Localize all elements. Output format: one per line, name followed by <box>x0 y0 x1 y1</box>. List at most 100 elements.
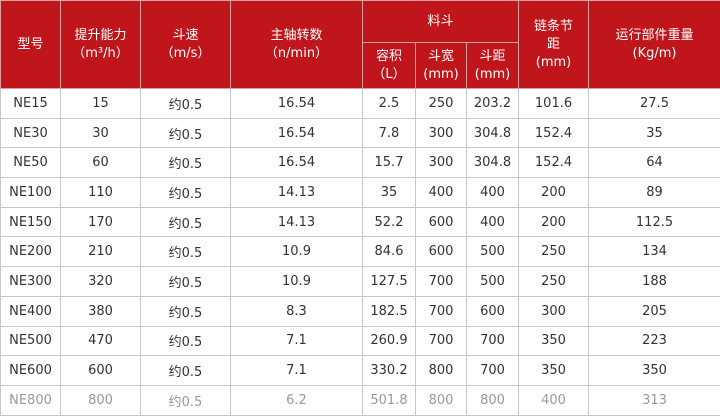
header-label: 容积 <box>363 48 415 66</box>
table-cell: NE400 <box>1 296 61 326</box>
header-label: 运行部件重量 <box>589 27 720 45</box>
table-cell: 约0.5 <box>141 385 231 415</box>
header-bucket: 料斗 <box>363 1 519 43</box>
table-cell: 800 <box>61 385 141 415</box>
table-cell: 205 <box>589 296 720 326</box>
table-cell: 500 <box>467 237 519 267</box>
table-cell: 210 <box>61 237 141 267</box>
table-cell: 约0.5 <box>141 89 231 119</box>
table-cell: NE100 <box>1 178 61 208</box>
table-cell: 约0.5 <box>141 207 231 237</box>
table-cell: NE50 <box>1 148 61 178</box>
table-cell: 约0.5 <box>141 267 231 297</box>
header-label: 斗宽 <box>416 48 466 66</box>
table-cell: 约0.5 <box>141 178 231 208</box>
table-cell: 2.5 <box>363 89 416 119</box>
table-cell: 200 <box>519 178 589 208</box>
table-cell: NE500 <box>1 326 61 356</box>
header-unit: （m/s） <box>141 45 230 63</box>
table-cell: 101.6 <box>519 89 589 119</box>
header-label: 距 <box>519 36 588 54</box>
table-cell: 89 <box>589 178 720 208</box>
header-label: 提升能力 <box>61 27 140 45</box>
table-cell: 250 <box>416 89 467 119</box>
header-speed: 斗速（m/s） <box>141 1 231 89</box>
table-cell: 330.2 <box>363 356 416 386</box>
table-cell: NE200 <box>1 237 61 267</box>
header-capacity: 提升能力（m³/h） <box>61 1 141 89</box>
table-cell: 501.8 <box>363 385 416 415</box>
table-cell: 250 <box>519 267 589 297</box>
header-volume: 容积（L） <box>363 43 416 89</box>
table-cell: 152.4 <box>519 148 589 178</box>
table-cell: 300 <box>416 118 467 148</box>
table-cell: 14.13 <box>231 178 363 208</box>
table-cell: 304.8 <box>467 148 519 178</box>
table-cell: 10.9 <box>231 267 363 297</box>
table-cell: 700 <box>416 326 467 356</box>
table-cell: 60 <box>61 148 141 178</box>
table-cell: 400 <box>467 178 519 208</box>
table-cell: NE15 <box>1 89 61 119</box>
table-cell: 600 <box>416 207 467 237</box>
header-unit: （n/min） <box>231 45 362 63</box>
table-cell: 7.8 <box>363 118 416 148</box>
table-cell: 84.6 <box>363 237 416 267</box>
table-cell: 112.5 <box>589 207 720 237</box>
table-cell: 15.7 <box>363 148 416 178</box>
table-cell: 152.4 <box>519 118 589 148</box>
table-cell: 35 <box>589 118 720 148</box>
table-cell: 约0.5 <box>141 148 231 178</box>
table-cell: 35 <box>363 178 416 208</box>
table-cell: 700 <box>416 267 467 297</box>
table-cell: 700 <box>467 326 519 356</box>
table-cell: 470 <box>61 326 141 356</box>
table-cell: 223 <box>589 326 720 356</box>
header-rpm: 主轴转数（n/min） <box>231 1 363 89</box>
table-cell: 800 <box>416 356 467 386</box>
table-cell: 250 <box>519 237 589 267</box>
header-label: 链条节 <box>519 18 588 36</box>
table-cell: 134 <box>589 237 720 267</box>
table-cell: 14.13 <box>231 207 363 237</box>
table-cell: 64 <box>589 148 720 178</box>
table-cell: 400 <box>416 178 467 208</box>
table-cell: 约0.5 <box>141 237 231 267</box>
table-cell: NE800 <box>1 385 61 415</box>
header-model-label: 型号 <box>17 37 43 52</box>
table-cell: 500 <box>467 267 519 297</box>
table-cell: 188 <box>589 267 720 297</box>
header-unit: （L） <box>363 66 415 84</box>
table-cell: 52.2 <box>363 207 416 237</box>
header-width: 斗宽(mm) <box>416 43 467 89</box>
table-cell: 400 <box>467 207 519 237</box>
header-chain: 链条节距(mm) <box>519 1 589 89</box>
header-unit: (mm) <box>519 54 588 72</box>
table-cell: 16.54 <box>231 148 363 178</box>
table-cell: 800 <box>416 385 467 415</box>
table-cell: NE30 <box>1 118 61 148</box>
header-unit: (mm) <box>416 66 466 84</box>
table-cell: 8.3 <box>231 296 363 326</box>
table-cell: 16.54 <box>231 118 363 148</box>
table-cell: NE600 <box>1 356 61 386</box>
table-cell: 304.8 <box>467 118 519 148</box>
table-cell: 203.2 <box>467 89 519 119</box>
header-pitch: 斗距(mm) <box>467 43 519 89</box>
table-cell: NE300 <box>1 267 61 297</box>
table-cell: 700 <box>467 356 519 386</box>
table-cell: 300 <box>416 148 467 178</box>
table-cell: 800 <box>467 385 519 415</box>
table-cell: 313 <box>589 385 720 415</box>
table-cell: 10.9 <box>231 237 363 267</box>
table-cell: 182.5 <box>363 296 416 326</box>
header-model: 型号 <box>1 1 61 89</box>
